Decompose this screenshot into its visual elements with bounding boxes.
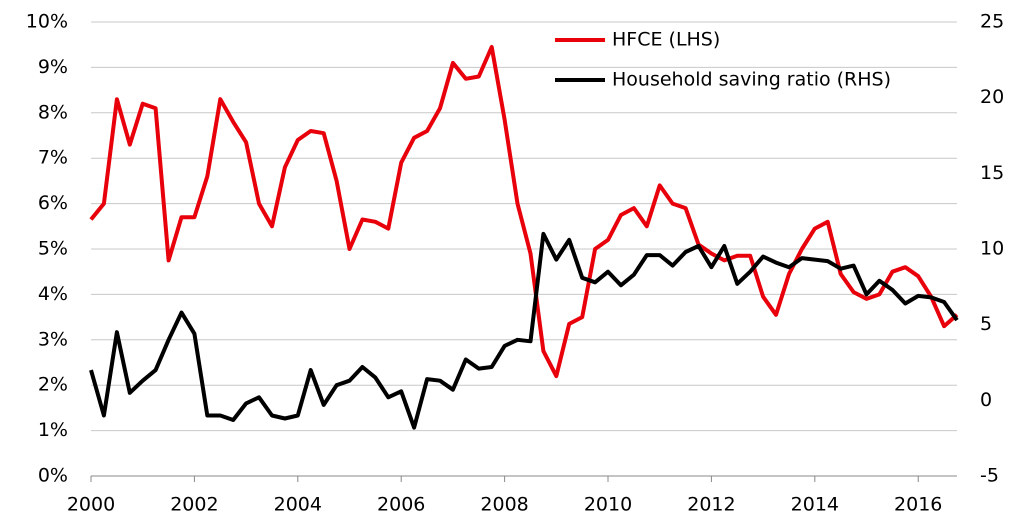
- x-tick-label: 2000: [67, 494, 115, 516]
- y2-tick-label: -5: [980, 465, 999, 487]
- y2-tick-label: 5: [980, 313, 992, 335]
- y2-tick-label: 25: [980, 11, 1004, 33]
- legend-label: HFCE (LHS): [612, 29, 720, 51]
- x-tick-label: 2010: [584, 494, 632, 516]
- y-tick-label: 6%: [38, 192, 68, 214]
- x-tick-label: 2014: [791, 494, 839, 516]
- y-tick-label: 10%: [26, 11, 68, 33]
- x-tick-label: 2016: [894, 494, 942, 516]
- y-tick-label: 9%: [38, 56, 68, 78]
- y2-tick-label: 10: [980, 238, 1004, 260]
- x-tick-label: 2006: [377, 494, 425, 516]
- x-tick-label: 2002: [170, 494, 218, 516]
- y-tick-label: 4%: [38, 283, 68, 305]
- y2-tick-label: 0: [980, 389, 992, 411]
- x-tick-label: 2012: [687, 494, 735, 516]
- y-tick-label: 2%: [38, 374, 68, 396]
- y-tick-label: 0%: [38, 465, 68, 487]
- legend-label: Household saving ratio (RHS): [612, 69, 891, 91]
- x-tick-label: 2008: [480, 494, 528, 516]
- y-tick-label: 7%: [38, 147, 68, 169]
- y2-tick-label: 15: [980, 162, 1004, 184]
- series-line: [89, 45, 959, 379]
- y-tick-label: 8%: [38, 101, 68, 123]
- y2-tick-label: 20: [980, 86, 1004, 108]
- y-tick-label: 1%: [38, 419, 68, 441]
- x-tick-label: 2004: [274, 494, 322, 516]
- series-line: [89, 231, 959, 430]
- y-tick-label: 3%: [38, 328, 68, 350]
- y-tick-label: 5%: [38, 238, 68, 260]
